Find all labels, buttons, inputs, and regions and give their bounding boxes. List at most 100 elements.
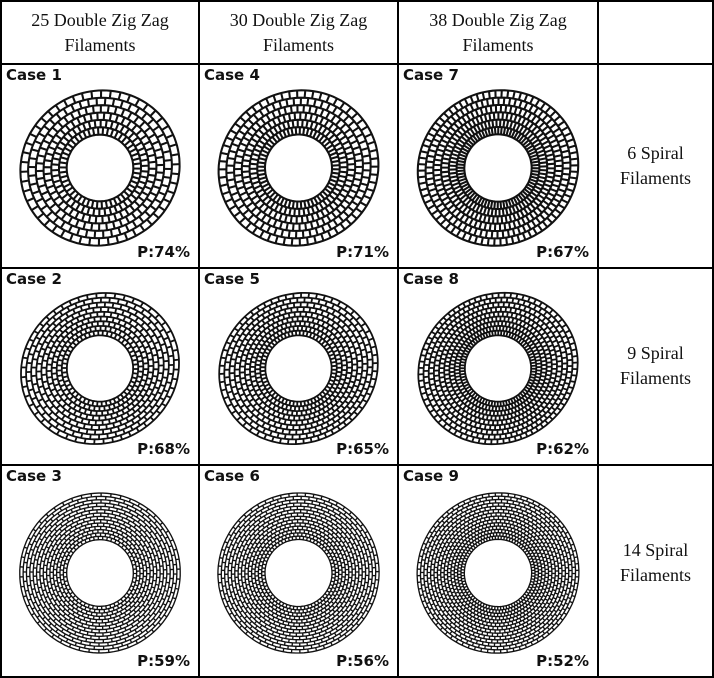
spiral-filament-ring [20,292,180,445]
zigzag-filament-walls [457,532,539,614]
zigzag-filament-walls [437,512,559,634]
column-header-2: 30 Double Zig Zag Filaments [200,2,399,65]
column-header-2-line1: 30 Double Zig Zag [229,10,368,30]
column-header-3-line1: 38 Double Zig Zag [429,10,567,30]
zigzag-filament-walls [444,519,552,627]
case-cell-9: Case 9 P:52% [399,466,599,676]
case-cell-3: Case 3 P:59% [2,466,200,676]
spiral-filament-ring [42,515,158,631]
spiral-filament-ring [426,502,570,644]
row-header-2-line2: Filaments [620,368,691,388]
zigzag-filament-walls [418,292,578,445]
row-header-3-line1: 14 Spiral [622,540,689,560]
spiral-filament-ring [250,525,347,621]
spiral-filament-ring [460,535,536,611]
zigzag-filament-walls [460,535,536,611]
corner-cell [599,2,712,65]
zigzag-filament-walls [63,536,137,610]
zigzag-filament-walls [433,509,563,637]
scaffold-disc-2 [20,292,180,445]
zigzag-filament-walls [423,499,573,647]
zigzag-filament-walls [228,502,369,644]
zigzag-filament-walls [427,502,569,644]
spiral-filament-ring [65,133,135,203]
porosity-label-5: P:65% [336,440,389,458]
zigzag-filament-walls [248,522,349,624]
zigzag-filament-walls [221,496,376,650]
zigzag-filament-walls [261,536,336,610]
spiral-filament-ring [66,334,134,403]
case-label-8: Case 8 [403,270,459,288]
column-header-3: 38 Double Zig Zag Filaments [399,2,599,65]
case-label-4: Case 4 [204,66,260,84]
spiral-filament-ring [25,499,175,647]
zigzag-filament-walls [428,302,568,435]
spiral-filament-ring [463,538,533,608]
zigzag-filament-walls [244,316,353,421]
zigzag-filament-walls [20,292,180,445]
zigzag-filament-walls [234,307,363,430]
scaffold-disc-7 [416,89,580,247]
spiral-filament-ring [62,535,138,611]
zigzag-filament-walls [425,97,571,239]
spiral-filament-ring [433,508,563,638]
spiral-filament-ring [416,89,580,247]
porosity-label-2: P:68% [137,440,190,458]
scaffold-disc-6 [217,492,380,654]
zigzag-filament-walls [249,321,348,416]
case-label-1: Case 1 [6,66,62,84]
zigzag-filament-walls [19,493,181,653]
spiral-filament-ring [227,502,370,644]
zigzag-filament-walls [241,516,356,630]
zigzag-filament-walls [43,112,157,224]
zigzag-filament-walls [448,119,548,217]
zigzag-filament-walls [255,325,342,412]
zigzag-filament-walls [59,532,141,614]
zigzag-filament-walls [440,516,556,630]
zigzag-filament-walls [36,509,164,637]
spiral-filament-ring [424,96,572,240]
row-header-3: 14 Spiral Filaments [599,466,712,676]
case-label-5: Case 5 [204,270,260,288]
zigzag-filament-walls [39,513,161,633]
spiral-filament-ring [446,522,550,624]
spiral-filament-ring [419,495,577,651]
spiral-filament-ring [45,519,155,627]
zigzag-filament-walls [449,321,547,416]
zigzag-filament-walls [238,512,359,634]
spiral-filament-ring [25,296,175,441]
porosity-label-6: P:56% [336,652,389,670]
spiral-filament-ring [436,512,560,634]
zigzag-filament-walls [417,90,579,246]
spiral-filament-ring [464,334,532,403]
case-label-9: Case 9 [403,467,459,485]
zigzag-filament-walls [417,492,579,654]
zigzag-filament-walls [28,97,172,239]
zigzag-filament-walls [257,127,340,209]
zigzag-filament-walls [251,526,346,620]
spiral-filament-ring [45,315,155,422]
zigzag-filament-walls [29,503,171,643]
case-cell-5: Case 5 P:65% [200,269,399,466]
zigzag-filament-walls [231,506,366,640]
column-header-1-line1: 25 Double Zig Zag [31,10,169,30]
zigzag-filament-walls [241,112,356,224]
column-header-3-line2: Filaments [462,35,534,55]
zigzag-filament-walls [41,311,159,426]
porosity-label-8: P:62% [536,440,589,458]
zigzag-filament-walls [447,522,549,624]
zigzag-filament-walls [249,119,348,217]
spiral-filament-ring [416,492,580,654]
zigzag-filament-walls [26,297,174,440]
zigzag-filament-walls [420,496,576,650]
zigzag-filament-walls [23,496,177,650]
zigzag-filament-walls [438,311,558,426]
zigzag-filament-walls [26,499,174,647]
row-header-2-line1: 9 Spiral [627,343,684,363]
spiral-filament-ring [237,512,360,634]
zigzag-filament-walls [33,506,167,640]
zigzag-filament-walls [217,492,380,654]
spiral-filament-ring [257,532,340,614]
zigzag-filament-walls [433,306,563,431]
zigzag-filament-walls [454,529,542,617]
